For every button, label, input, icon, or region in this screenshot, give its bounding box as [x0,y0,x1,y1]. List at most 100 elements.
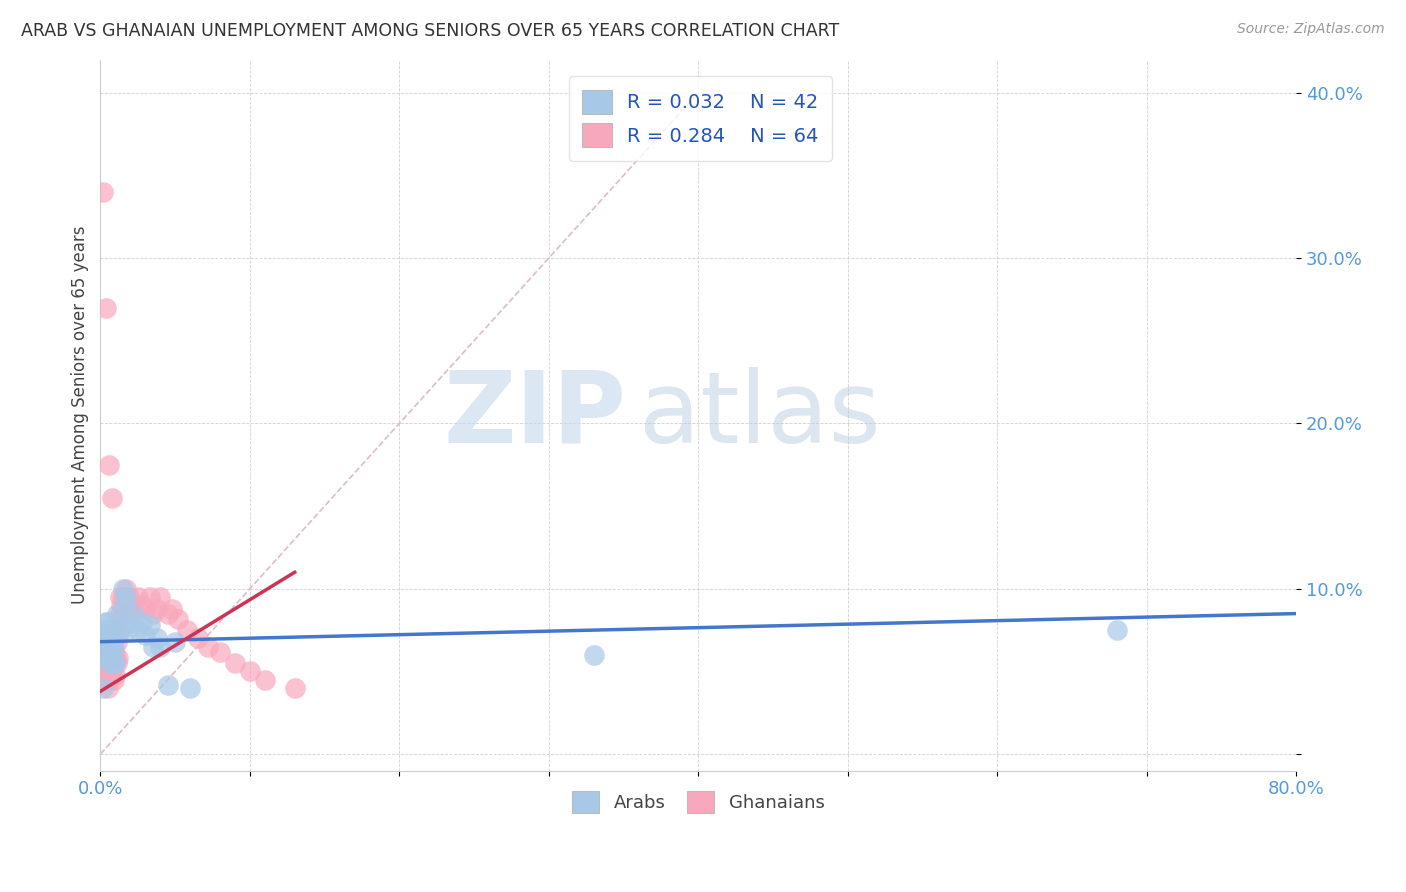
Point [101,648,124,662]
Y-axis label: Unemployment Among Seniors over 65 years: Unemployment Among Seniors over 65 years [72,226,89,605]
Point [122,601,145,615]
Point [253,673,276,687]
Point [108,590,131,604]
Point [582,648,605,662]
Point [94,640,117,654]
Point [101,634,124,648]
Point [149,590,172,604]
Point [100,665,122,679]
Point [96,640,118,654]
Point [100,628,122,642]
Point [127,623,149,637]
Point [103,656,125,670]
Point [114,582,136,596]
Point [156,607,179,621]
Point [284,681,307,695]
Point [186,632,208,646]
Point [134,628,156,642]
Point [91,681,114,695]
Point [96,640,118,654]
Point [97,615,120,629]
Point [97,623,120,637]
Point [104,648,127,662]
Point [138,618,160,632]
Point [107,615,129,629]
Point [91,648,114,662]
Point [101,667,124,681]
Point [105,634,128,648]
Point [97,648,120,662]
Point [90,665,112,679]
Point [103,645,125,659]
Point [103,673,125,687]
Point [176,623,198,637]
Point [131,599,153,613]
Point [96,615,118,629]
Point [108,623,131,637]
Point [103,640,125,654]
Point [97,665,120,679]
Point [101,634,124,648]
Point [94,632,117,646]
Point [91,185,114,199]
Point [131,615,153,629]
Point [117,599,139,613]
Point [91,673,114,687]
Point [1105,623,1128,637]
Point [104,656,127,670]
Point [142,640,165,654]
Point [120,607,142,621]
Point [208,645,231,659]
Point [105,607,128,621]
Point [96,656,118,670]
Point [100,651,122,665]
Legend: Arabs, Ghanaians: Arabs, Ghanaians [560,779,837,826]
Point [114,590,136,604]
Point [167,611,190,625]
Point [98,656,121,670]
Point [127,590,149,604]
Point [111,582,134,596]
Point [118,590,141,604]
Point [104,623,127,637]
Point [112,599,135,613]
Point [165,634,187,648]
Point [122,607,145,621]
Point [224,656,246,670]
Point [104,667,127,681]
Point [197,640,219,654]
Point [108,607,131,621]
Point [94,656,117,670]
Point [101,651,124,665]
Point [107,651,129,665]
Point [105,656,128,670]
Point [142,607,165,621]
Point [110,599,132,613]
Point [120,615,142,629]
Point [100,648,122,662]
Point [97,648,120,662]
Point [98,640,121,654]
Point [112,607,135,621]
Point [156,678,179,692]
Point [94,648,117,662]
Point [98,458,121,472]
Point [111,601,134,615]
Point [101,491,124,505]
Point [111,590,134,604]
Text: Source: ZipAtlas.com: Source: ZipAtlas.com [1237,22,1385,37]
Point [96,301,118,315]
Point [179,681,201,695]
Point [138,590,160,604]
Text: ARAB VS GHANAIAN UNEMPLOYMENT AMONG SENIORS OVER 65 YEARS CORRELATION CHART: ARAB VS GHANAIAN UNEMPLOYMENT AMONG SENI… [21,22,839,40]
Point [96,673,118,687]
Point [97,640,120,654]
Point [146,632,169,646]
Point [94,665,117,679]
Point [96,623,118,637]
Point [97,632,120,646]
Point [98,673,121,687]
Point [100,632,122,646]
Point [107,628,129,642]
Point [98,623,121,637]
